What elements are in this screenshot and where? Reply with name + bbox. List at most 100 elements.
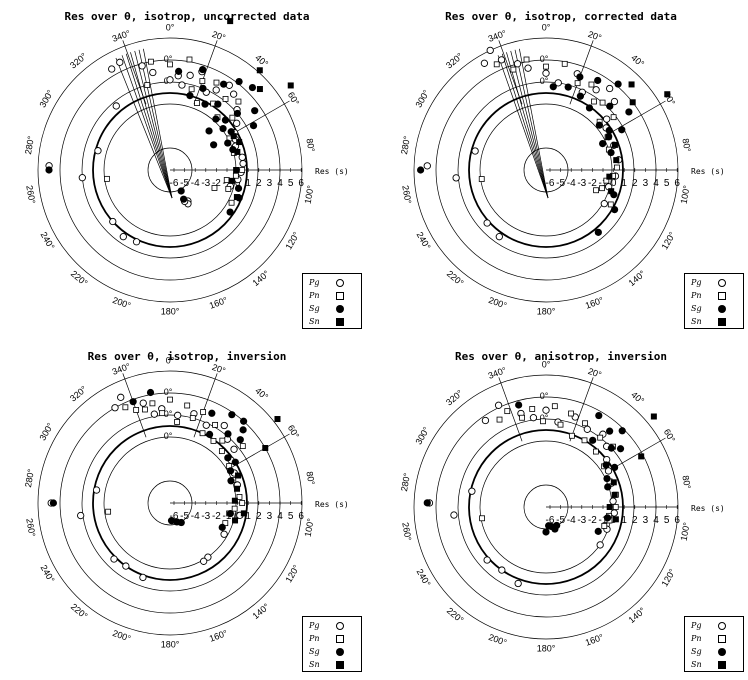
angle-tick-label: 0°: [166, 355, 175, 365]
data-point-pg: [452, 174, 460, 182]
angle-tick-label: 280°: [399, 472, 412, 492]
data-point-pg: [119, 233, 127, 241]
data-point-pn: [523, 56, 530, 63]
radial-tick-label: -5: [180, 178, 189, 189]
data-point-sg: [201, 100, 209, 108]
radial-axis-label: Res (s): [315, 167, 349, 176]
data-point-pn: [159, 410, 166, 417]
angle-tick-label: 160°: [584, 632, 605, 648]
filled-square-icon: [718, 318, 726, 326]
data-point-pg: [524, 64, 532, 72]
legend-entry-pn: Pn: [691, 291, 741, 303]
radial-tick-label: 6: [674, 515, 680, 526]
data-point-pn: [574, 80, 581, 87]
data-point-sg: [594, 76, 602, 85]
spoke-line: [606, 100, 666, 136]
data-point-pg: [542, 69, 550, 77]
direction-line: [497, 55, 549, 199]
data-point-pn: [231, 505, 238, 512]
angle-tick-label: 180°: [537, 306, 556, 316]
data-point-sg: [589, 436, 597, 444]
filled-circle-icon: [718, 305, 726, 313]
direction-line: [115, 57, 173, 199]
data-point-sn: [230, 133, 237, 140]
radial-tick-label: -2: [588, 515, 597, 526]
data-point-sn: [256, 86, 263, 93]
angle-tick-label: 260°: [24, 518, 37, 538]
data-point-pg: [596, 541, 604, 549]
data-point-pg: [230, 445, 238, 453]
data-point-sg: [607, 148, 615, 157]
data-point-pg: [480, 59, 489, 67]
data-point-pn: [239, 167, 246, 173]
direction-line: [514, 49, 549, 199]
polar-panel-1: Res over θ, isotrop, uncorrected data -6…: [0, 0, 374, 340]
spoke-line: [498, 40, 523, 105]
angle-tick-label: 340°: [487, 28, 508, 44]
data-point-sg: [564, 83, 572, 91]
angle-tick-label: 340°: [111, 361, 132, 377]
angle-tick-label: 160°: [584, 295, 605, 311]
radial-tick-label: 1: [621, 178, 627, 189]
data-point-sg: [236, 436, 244, 444]
filled-square-icon: [336, 661, 344, 669]
data-point-pg: [108, 65, 116, 73]
legend-entry-pg: Pg: [309, 278, 359, 290]
polar-panel-3: Res over θ, isotrop, inversion -6 -5 -4 -3-…: [0, 340, 374, 680]
data-point-pn: [189, 415, 196, 421]
radial-tick-label: 0: [611, 178, 617, 189]
angle-tick-label: 200°: [487, 632, 508, 648]
data-point-pg: [149, 68, 157, 77]
angle-tick-label: 300°: [413, 425, 431, 446]
data-point-sg: [606, 102, 614, 110]
data-point-sn: [231, 497, 238, 504]
data-point-pn: [519, 414, 525, 421]
legend-entry-sg: Sg: [691, 304, 741, 316]
angle-tick-label: 20°: [587, 29, 604, 43]
angle-tick-label: 80°: [680, 475, 692, 491]
inner-ring-label: 0°: [540, 413, 549, 423]
spoke-line: [230, 100, 290, 136]
filled-circle-icon: [336, 305, 344, 313]
data-point-pn: [614, 164, 620, 171]
angle-tick-label: 220°: [445, 605, 466, 625]
data-point-pn: [199, 78, 206, 85]
spoke-line: [193, 40, 218, 105]
radial-tick-label: 1: [245, 511, 251, 522]
data-point-sg: [175, 67, 183, 75]
angle-tick-label: 40°: [253, 386, 270, 403]
data-point-sg: [240, 417, 248, 425]
data-point-sg: [607, 444, 615, 452]
data-point-pn: [543, 63, 549, 70]
angle-tick-label: 300°: [37, 421, 55, 442]
legend-entry-pg: Pg: [309, 621, 359, 633]
data-point-pg: [139, 399, 147, 407]
data-point-pn: [167, 61, 173, 68]
direction-line: [121, 55, 173, 199]
radial-tick-label: 1: [621, 515, 627, 526]
data-point-pn: [597, 434, 604, 441]
data-point-pn: [211, 185, 218, 191]
angle-tick-label: 160°: [208, 628, 229, 644]
data-point-pg: [92, 486, 101, 494]
data-point-sg: [599, 139, 607, 148]
angle-tick-label: 260°: [24, 185, 37, 205]
data-point-sn: [606, 504, 613, 510]
direction-line: [130, 52, 173, 199]
data-point-pg: [77, 511, 85, 520]
data-point-pg: [174, 411, 182, 419]
data-point-sg: [417, 166, 425, 174]
data-point-pg: [229, 90, 238, 98]
data-point-sg: [180, 195, 188, 203]
data-point-sn: [234, 148, 241, 155]
data-point-sg: [234, 184, 243, 192]
data-point-pg: [497, 56, 506, 64]
radial-tick-label: -3: [577, 515, 586, 526]
angle-tick-label: 80°: [680, 138, 692, 154]
data-point-pg: [186, 71, 194, 79]
open-circle-icon: [336, 279, 344, 287]
data-point-sg: [585, 104, 594, 112]
radial-tick-label: 4: [653, 178, 659, 189]
data-point-sg: [603, 514, 612, 522]
data-point-pn: [188, 86, 195, 93]
